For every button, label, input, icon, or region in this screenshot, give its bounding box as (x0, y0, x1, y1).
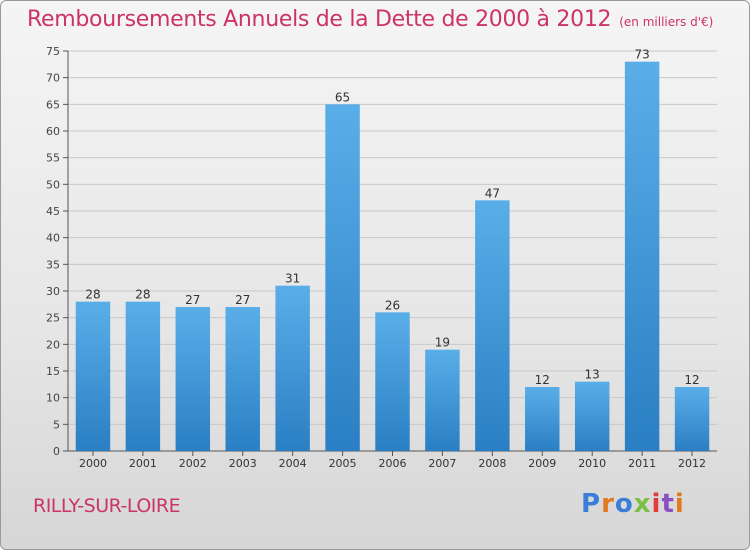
x-tick-label: 2008 (478, 457, 506, 470)
brand-letter: o (614, 489, 634, 519)
data-label: 73 (634, 48, 649, 62)
bar (574, 381, 610, 451)
brand-letter: x (633, 489, 652, 519)
y-tick-label: 30 (46, 285, 60, 298)
y-tick-label: 25 (46, 312, 60, 325)
brand-letter: i (674, 489, 685, 519)
bar (75, 301, 111, 451)
y-tick-label: 15 (46, 365, 60, 378)
commune-name: RILLY-SUR-LOIRE (33, 495, 181, 517)
brand-letter: t (661, 489, 675, 519)
data-label: 12 (684, 373, 699, 387)
title-row: Remboursements Annuels de la Dette de 20… (27, 7, 713, 32)
data-label: 12 (535, 373, 550, 387)
x-tick-label: 2011 (628, 457, 656, 470)
bar-chart: 0 5 10 15 20 25 30 35 40 45 50 55 60 65 70 75 28 2000 28 20… (46, 45, 717, 470)
x-tick-label: 2001 (129, 457, 157, 470)
data-label: 31 (285, 272, 300, 286)
data-label: 19 (435, 336, 450, 350)
y-tick-label: 60 (46, 125, 60, 138)
data-label: 65 (335, 90, 350, 104)
y-tick-label: 20 (46, 338, 60, 351)
x-tick-label: 2002 (179, 457, 207, 470)
brand-letter: r (601, 489, 615, 519)
x-tick-label: 2007 (428, 457, 456, 470)
x-tick-label: 2012 (678, 457, 706, 470)
chart-title: Remboursements Annuels de la Dette de 20… (27, 7, 612, 32)
x-tick-label: 2010 (578, 457, 606, 470)
bar (175, 307, 211, 451)
x-tick-label: 2003 (229, 457, 257, 470)
x-tick-label: 2004 (279, 457, 307, 470)
bar (225, 307, 260, 451)
x-tick-label: 2006 (379, 457, 407, 470)
data-label: 27 (235, 293, 250, 307)
brand-letter: P (581, 489, 602, 519)
brand-letter: i (651, 489, 662, 519)
bar (325, 104, 360, 451)
bar (525, 387, 560, 451)
bar (275, 285, 310, 451)
x-tick-label: 2005 (329, 457, 357, 470)
x-tick-label: 2000 (79, 457, 107, 470)
y-tick-label: 35 (46, 258, 60, 271)
bar (674, 387, 710, 451)
y-tick-label: 45 (46, 205, 60, 218)
bar (375, 312, 410, 451)
y-tick-label: 75 (46, 45, 60, 58)
y-tick-label: 50 (46, 178, 60, 191)
bar (624, 61, 660, 452)
y-tick-label: 55 (46, 152, 60, 165)
bar (425, 349, 460, 451)
y-tick-label: 5 (53, 418, 60, 431)
y-tick-label: 65 (46, 98, 60, 111)
bar (125, 301, 161, 451)
brand-logo: Proxiti (581, 489, 685, 519)
data-label: 13 (585, 368, 600, 382)
y-tick-label: 0 (53, 445, 60, 458)
y-tick-label: 10 (46, 392, 60, 405)
y-tick-label: 70 (46, 72, 60, 85)
data-label: 47 (485, 186, 500, 200)
y-tick-label: 40 (46, 232, 60, 245)
data-label: 27 (185, 293, 200, 307)
data-label: 28 (135, 288, 150, 302)
chart-subtitle: (en milliers d'€) (619, 15, 714, 29)
data-label: 26 (385, 298, 400, 312)
bar (475, 200, 510, 451)
x-tick-label: 2009 (528, 457, 556, 470)
data-label: 28 (85, 288, 100, 302)
